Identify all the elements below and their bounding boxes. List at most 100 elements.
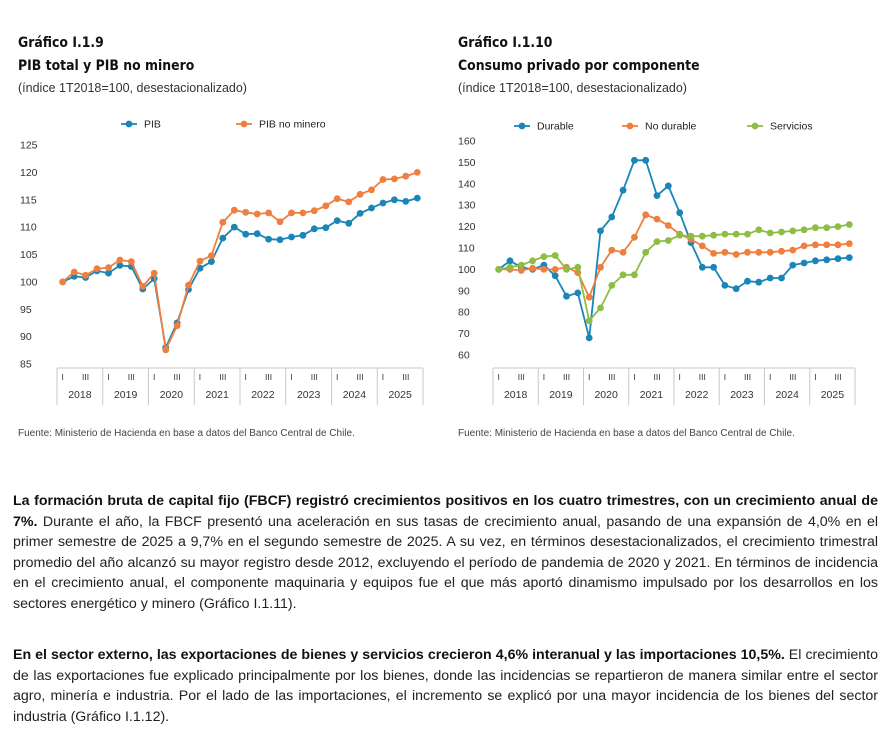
data-point [766,248,774,256]
data-point [299,209,307,217]
data-point [732,285,740,293]
data-point [812,257,819,265]
year-label: 2024 [775,389,799,401]
data-point [185,281,192,289]
data-point [653,215,661,223]
quarter-tick-label: III [563,372,570,382]
data-point [333,195,341,203]
data-point [778,274,785,282]
year-label: 2022 [685,389,709,401]
quarter-tick-label: III [834,372,841,382]
year-label: 2022 [251,389,275,401]
data-point [563,292,570,300]
data-point [597,263,604,271]
data-point [664,222,672,229]
data-point [676,209,684,217]
quarter-tick-label: III [219,372,226,382]
legend-swatch-dot [751,122,759,130]
data-point [299,231,307,239]
legend-entry: Durable [537,121,574,133]
paragraph-lead: La formación bruta de capital fijo (FBCF… [13,493,878,530]
year-label: 2025 [821,389,845,401]
quarter-tick-label: I [153,372,155,382]
quarter-tick-label: III [265,372,272,382]
quarter-tick-label: III [699,372,706,382]
data-point [208,258,215,265]
data-point [379,176,387,183]
legend-entry: PIB [144,119,161,131]
data-point [540,253,548,260]
data-point [608,246,616,254]
chart-source: Fuente: Ministerio de Hacienda en base a… [18,428,355,439]
y-tick-label: 140 [458,178,476,190]
data-point [778,247,785,255]
quarter-tick-label: I [769,372,771,382]
data-point [664,182,672,190]
data-point [345,198,353,206]
data-point [162,346,170,354]
data-point [710,263,717,271]
series-no-durable: No durable [495,121,853,301]
data-point [608,213,616,221]
data-point [116,262,124,269]
quarter-tick-label: I [62,372,64,382]
data-point [310,207,318,215]
year-label: 2020 [160,389,184,401]
quarter-tick-label: I [633,372,635,382]
quarter-tick-label: I [497,372,499,382]
data-point [619,248,627,256]
data-point [664,237,672,244]
quarter-tick-label: I [382,372,384,382]
year-label: 2021 [205,389,229,401]
y-tick-label: 110 [20,222,37,234]
data-point [288,233,295,241]
data-point [812,224,819,232]
data-point [529,264,536,272]
series-pib: PIB [59,119,421,351]
data-point [265,235,272,243]
data-point [333,217,341,224]
quarter-tick-label: III [311,372,318,382]
data-point [597,304,604,312]
data-point [721,230,729,238]
y-tick-label: 100 [20,276,38,288]
legend-swatch-dot [125,120,133,128]
y-tick-label: 80 [458,307,470,319]
paragraph-sector-externo: En el sector externo, las exportaciones … [13,645,878,727]
paragraph-body: El crecimiento de las exportaciones fue … [13,647,878,725]
data-point [755,278,763,286]
data-point [778,228,785,236]
data-point [676,231,684,239]
data-point [744,230,751,238]
data-point [253,230,261,238]
y-tick-label: 90 [20,331,32,343]
quarter-tick-label: III [518,372,525,382]
data-point [127,258,135,265]
data-point [721,248,729,256]
quarter-tick-label: III [744,372,751,382]
data-point [823,256,831,264]
data-point [242,230,250,238]
data-point [698,232,706,240]
data-point [208,252,215,259]
y-tick-label: 105 [20,249,38,261]
data-point [698,263,706,271]
data-point [698,242,706,250]
data-point [368,204,375,212]
data-point [356,190,364,198]
data-point [812,241,819,249]
y-tick-label: 150 [458,157,476,169]
year-label: 2018 [68,389,92,401]
data-point [619,186,627,194]
data-point [721,282,729,289]
paragraph-fbcf: La formación bruta de capital fijo (FBCF… [13,491,878,614]
year-label: 2023 [730,389,754,401]
quarter-tick-label: I [543,372,545,382]
data-point [551,252,559,259]
data-point [585,293,593,301]
y-tick-label: 85 [20,359,32,371]
data-point [732,230,740,238]
legend-entry: PIB no minero [259,119,326,131]
data-point [105,269,112,277]
y-tick-label: 120 [458,221,476,233]
